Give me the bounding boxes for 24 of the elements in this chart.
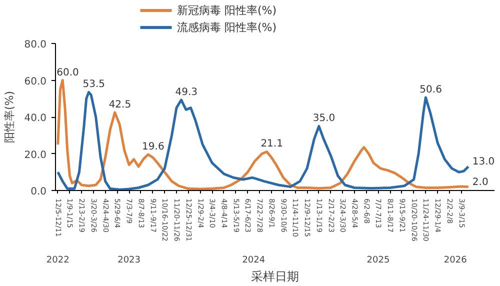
text: 2022 bbox=[46, 256, 70, 266]
data-label: 21.1 bbox=[260, 138, 283, 150]
data-label: 19.6 bbox=[142, 141, 164, 152]
y-tick-label: 0.0 bbox=[30, 186, 47, 198]
y-tick-label: 40.0 bbox=[24, 113, 46, 124]
data-label: 50.6 bbox=[420, 84, 442, 96]
text: 2025 bbox=[366, 256, 390, 266]
legend-label: 新冠病毒 阳性率(%) bbox=[176, 4, 277, 17]
data-label: 2.0 bbox=[472, 176, 488, 188]
data-label: 49.3 bbox=[175, 86, 198, 98]
y-tick-label: 20.0 bbox=[24, 150, 46, 161]
text: 2024 bbox=[242, 256, 266, 266]
y-tick-label: 80.0 bbox=[24, 40, 46, 50]
y-axis-title: 阳性率(%) bbox=[3, 90, 16, 144]
y-tick-label: 60.0 bbox=[24, 76, 46, 88]
data-label: 42.5 bbox=[108, 99, 132, 110]
text: 2023 bbox=[118, 256, 141, 266]
data-label: 60.0 bbox=[56, 67, 79, 78]
text: 2026 bbox=[444, 256, 468, 266]
data-label: 53.5 bbox=[82, 79, 105, 90]
data-label: 13.0 bbox=[472, 156, 495, 168]
legend-label: 流感病毒 阳性率(%) bbox=[176, 21, 277, 34]
x-axis-title: 采样日期 bbox=[251, 270, 299, 284]
data-label: 35.0 bbox=[312, 113, 336, 124]
